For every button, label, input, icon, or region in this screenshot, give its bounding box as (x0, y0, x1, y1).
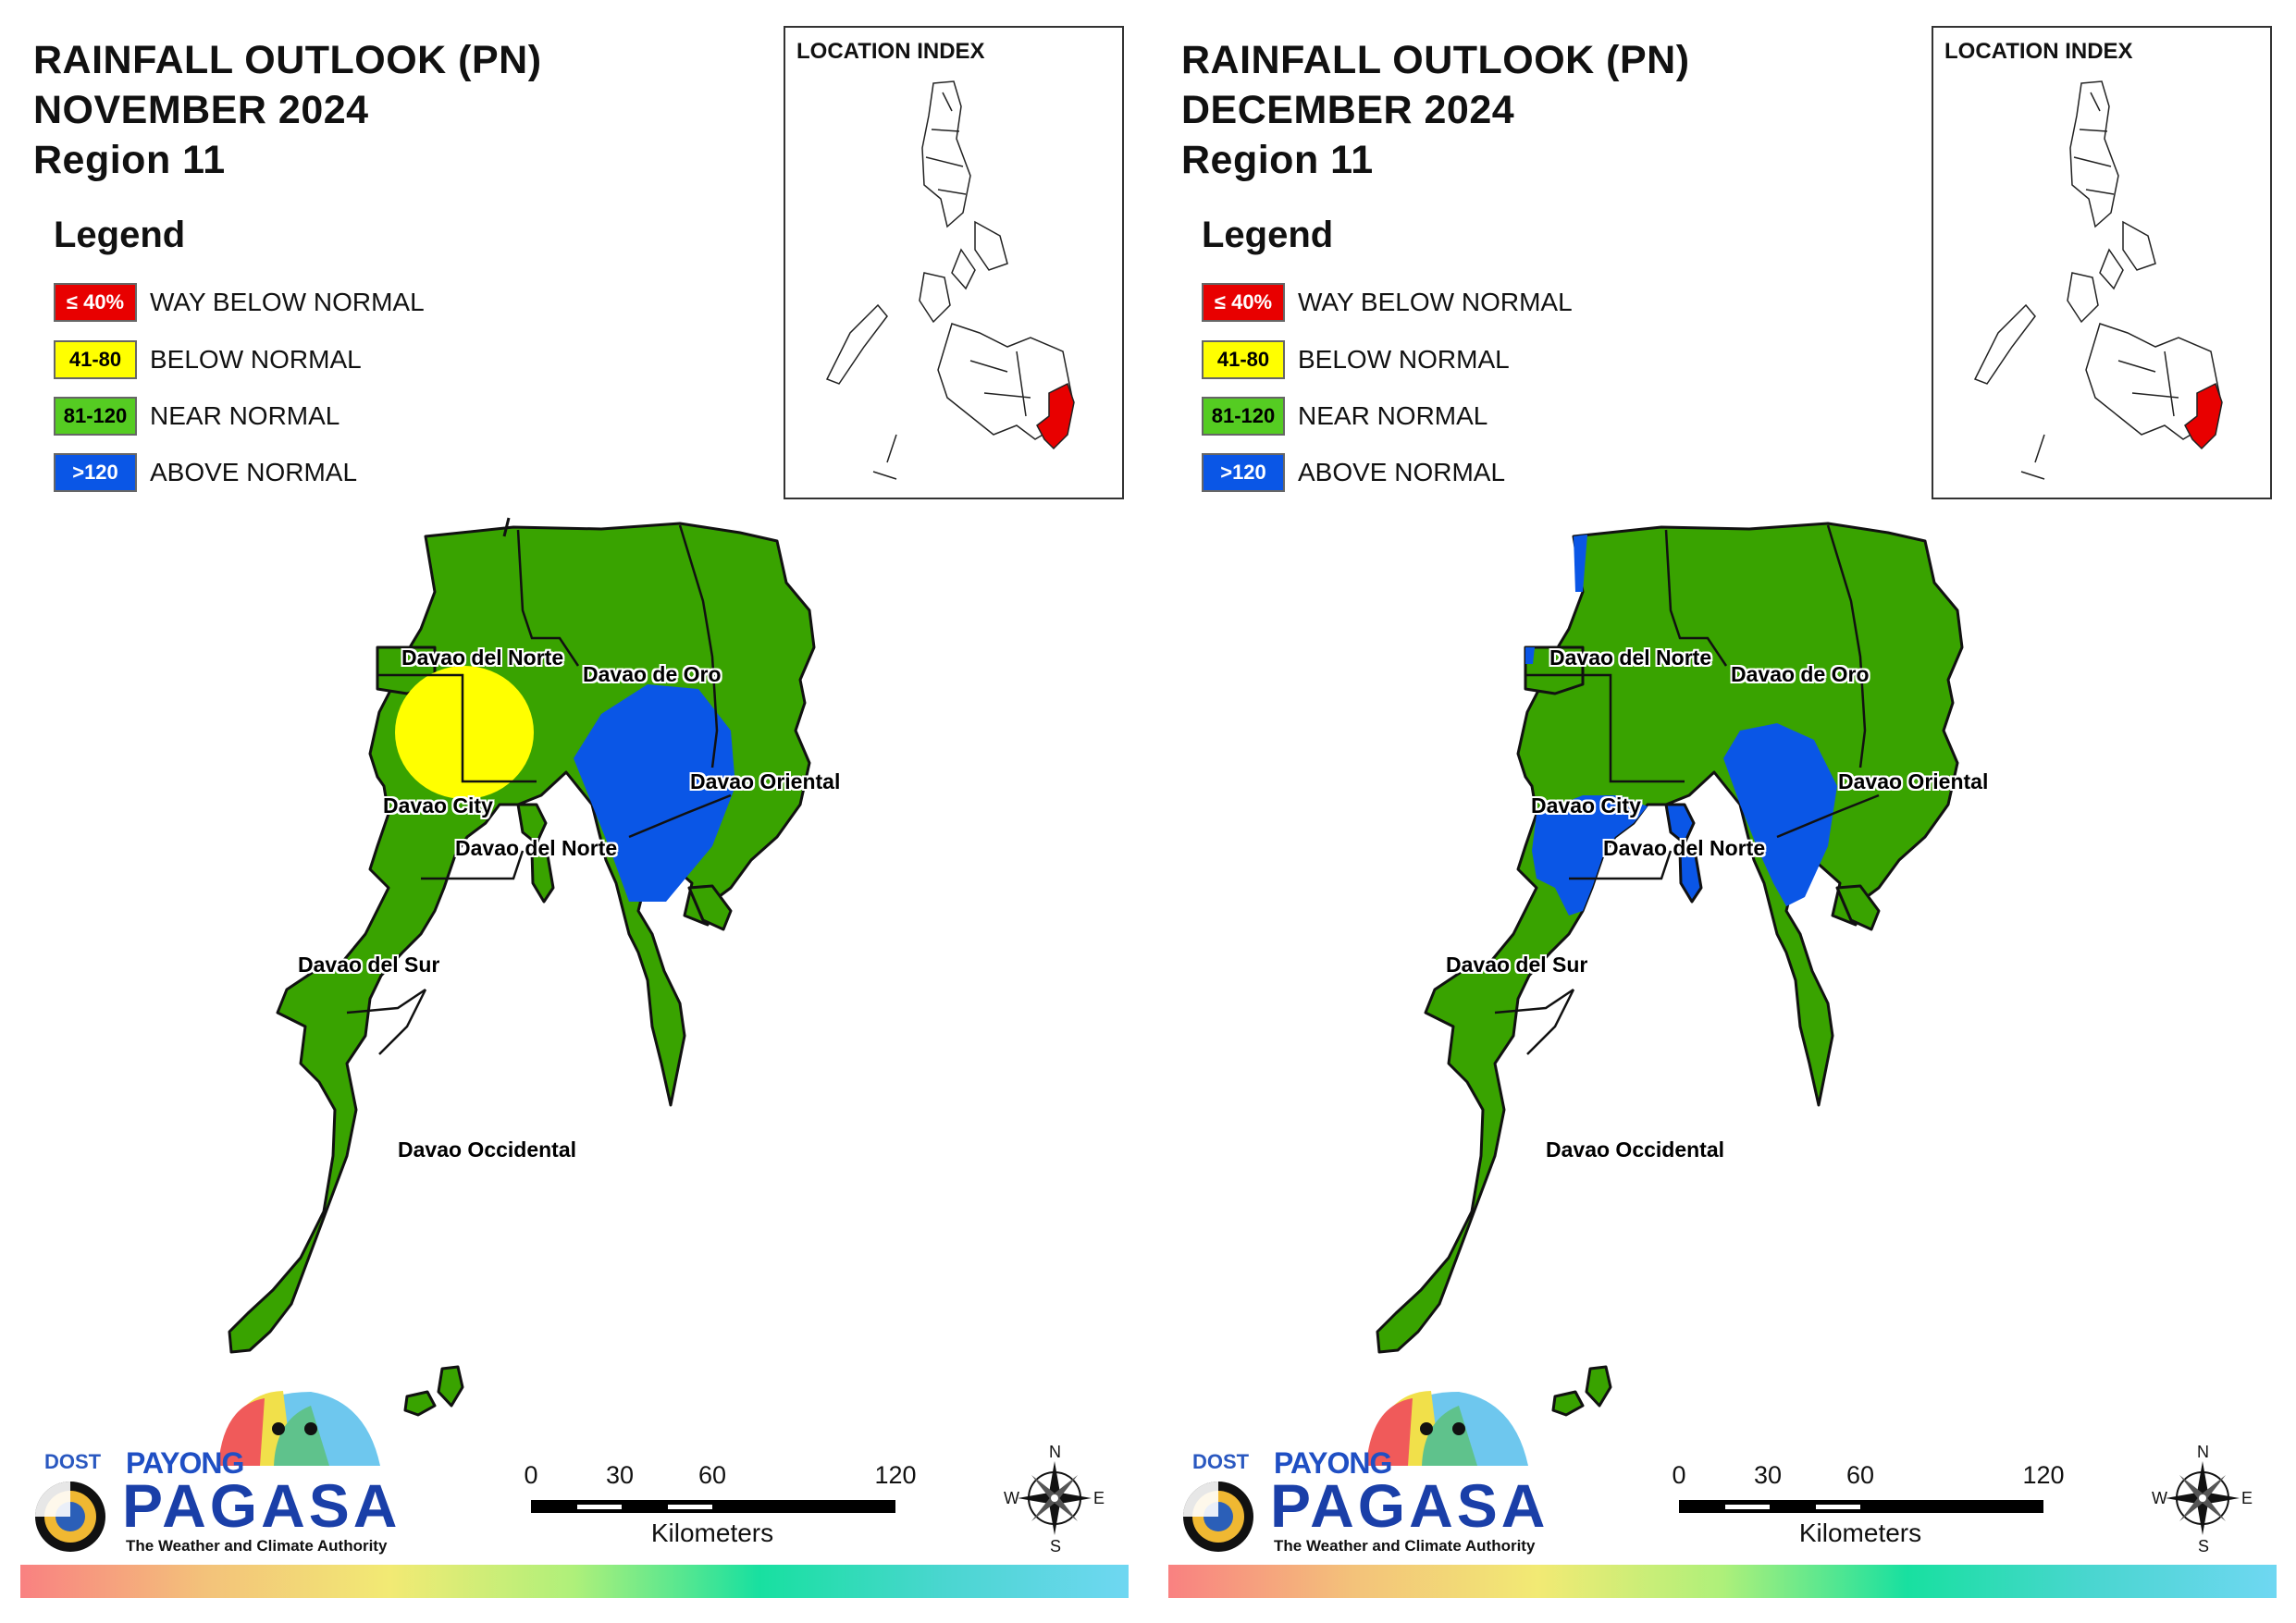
legend-label: ABOVE NORMAL (1298, 458, 1506, 486)
title-line-3: Region 11 (33, 138, 226, 182)
scale-unit: Kilometers (1798, 1518, 1922, 1547)
legend-label: BELOW NORMAL (1298, 345, 1510, 374)
legend-label: NEAR NORMAL (1298, 401, 1488, 430)
province-label: Davao City (1531, 793, 1641, 818)
scale-tick: 0 (524, 1461, 538, 1489)
scale-tick: 120 (874, 1461, 917, 1489)
philippines-outline-icon (1973, 80, 2223, 480)
scale-tick: 120 (2022, 1461, 2065, 1489)
location-index-box: LOCATION INDEX (1932, 26, 2272, 499)
province-label: Davao de Oro (1731, 662, 1870, 686)
philippines-outline-icon (825, 80, 1075, 480)
province-label: Davao de Oro (583, 662, 722, 686)
scale-tick: 0 (1672, 1461, 1686, 1489)
logo-dost: DOST (44, 1450, 102, 1473)
compass-w: W (1004, 1489, 1019, 1507)
compass-e: E (2241, 1489, 2253, 1507)
map-title: RAINFALL OUTLOOK (PN) NOVEMBER 2024 Regi… (33, 35, 542, 185)
legend-swatch: 41-80 (1202, 340, 1285, 379)
legend-row-below: 41-80 BELOW NORMAL (1202, 339, 1510, 380)
province-label: Davao Occidental (1546, 1137, 1725, 1162)
province-label: Davao del Norte (455, 836, 618, 860)
umbrella-logo-icon (1183, 1391, 1528, 1552)
legend-row-above: >120 ABOVE NORMAL (54, 452, 357, 493)
legend-label: NEAR NORMAL (150, 401, 340, 430)
legend-row-above: >120 ABOVE NORMAL (1202, 452, 1505, 493)
province-label: Davao City (383, 793, 493, 818)
scale-bar: 0 30 60 120 Kilometers (524, 1461, 917, 1554)
compass-w: W (2152, 1489, 2167, 1507)
region-11-map (228, 517, 816, 1417)
logo-dost: DOST (1192, 1450, 1250, 1473)
compass-n: N (2197, 1443, 2209, 1461)
north-arrow: N E S W (1004, 1443, 1105, 1555)
title-line-1: RAINFALL OUTLOOK (PN) (1181, 38, 1690, 82)
logo-payong: PAYONG (126, 1446, 244, 1480)
province-label: Davao del Norte (401, 646, 564, 670)
province-label: Davao Occidental (398, 1137, 577, 1162)
legend-row-near: 81-120 NEAR NORMAL (1202, 396, 1487, 436)
legend-swatch: 41-80 (54, 340, 137, 379)
legend-row-near: 81-120 NEAR NORMAL (54, 396, 339, 436)
logo-pagasa: PAGASA (122, 1471, 401, 1540)
logo-payong: PAYONG (1274, 1446, 1392, 1480)
pagasa-logo: DOST PAYONG PAGASA The Weather and Clima… (33, 1378, 397, 1563)
legend-swatch: 81-120 (54, 397, 137, 436)
province-label: Davao del Norte (1603, 836, 1766, 860)
legend-row-way-below: ≤ 40% WAY BELOW NORMAL (54, 282, 425, 323)
north-arrow: N E S W (2152, 1443, 2253, 1555)
location-index-title: LOCATION INDEX (1944, 39, 2133, 64)
scale-bar: 0 30 60 120 Kilometers (1672, 1461, 2065, 1554)
legend-title: Legend (54, 215, 186, 255)
legend-swatch: >120 (54, 453, 137, 492)
legend-swatch: 81-120 (1202, 397, 1285, 436)
province-label: Davao del Sur (298, 953, 440, 977)
scale-bar-graphic (531, 1500, 895, 1513)
province-label: Davao del Norte (1549, 646, 1712, 670)
logo-tagline: The Weather and Climate Authority (1274, 1537, 1536, 1555)
color-gradient-bar (1168, 1565, 2277, 1598)
legend-label: WAY BELOW NORMAL (150, 288, 425, 316)
legend-label: BELOW NORMAL (150, 345, 362, 374)
panel-december: RAINFALL OUTLOOK (PN) DECEMBER 2024 Regi… (1148, 0, 2296, 1623)
legend-swatch: >120 (1202, 453, 1285, 492)
legend-title: Legend (1202, 215, 1334, 255)
compass-e: E (1093, 1489, 1105, 1507)
panel-november: RAINFALL OUTLOOK (PN) NOVEMBER 2024 Regi… (20, 26, 1129, 1598)
title-line-1: RAINFALL OUTLOOK (PN) (33, 38, 542, 82)
color-gradient-bar (20, 1565, 1129, 1598)
location-index-title: LOCATION INDEX (796, 39, 985, 64)
map-title: RAINFALL OUTLOOK (PN) DECEMBER 2024 Regi… (1181, 35, 1690, 185)
compass-n: N (1049, 1443, 1061, 1461)
logo-pagasa: PAGASA (1270, 1471, 1549, 1540)
umbrella-logo-icon (35, 1391, 380, 1552)
province-label: Davao Oriental (1838, 769, 1989, 793)
compass-s: S (2198, 1537, 2210, 1555)
logo-tagline: The Weather and Climate Authority (126, 1537, 388, 1555)
scale-tick: 60 (697, 1461, 727, 1489)
legend-label: ABOVE NORMAL (150, 458, 358, 486)
scale-tick: 30 (1753, 1461, 1783, 1489)
scale-bar-graphic (1679, 1500, 2043, 1513)
legend-swatch: ≤ 40% (1202, 283, 1285, 322)
compass-rose-icon (1018, 1461, 1092, 1535)
pagasa-logo: DOST PAYONG PAGASA The Weather and Clima… (1181, 1378, 1545, 1563)
title-line-2: NOVEMBER 2024 (33, 88, 369, 132)
legend-label: WAY BELOW NORMAL (1298, 288, 1573, 316)
legend-row-way-below: ≤ 40% WAY BELOW NORMAL (1202, 282, 1573, 323)
title-line-3: Region 11 (1181, 138, 1374, 182)
scale-unit: Kilometers (650, 1518, 774, 1547)
scale-tick: 30 (605, 1461, 635, 1489)
title-line-2: DECEMBER 2024 (1181, 88, 1515, 132)
region-11-map (1376, 522, 1964, 1417)
legend-swatch: ≤ 40% (54, 283, 137, 322)
location-index-box: LOCATION INDEX (784, 26, 1124, 499)
compass-s: S (1050, 1537, 1062, 1555)
province-label: Davao Oriental (690, 769, 841, 793)
scale-tick: 60 (1845, 1461, 1875, 1489)
legend-row-below: 41-80 BELOW NORMAL (54, 339, 362, 380)
province-label: Davao del Sur (1446, 953, 1588, 977)
compass-rose-icon (2166, 1461, 2240, 1535)
